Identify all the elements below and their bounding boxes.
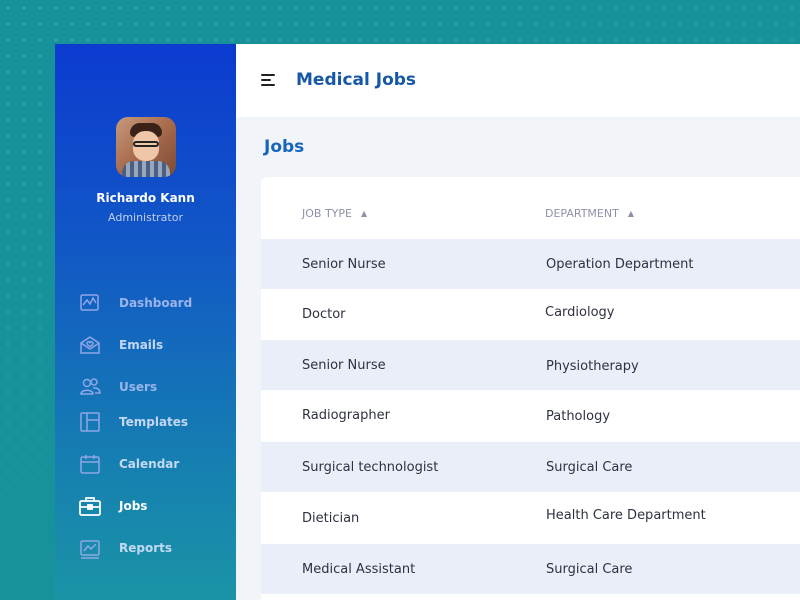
table-row[interactable]: Senior Nurse Physiotherapy bbox=[261, 340, 800, 390]
sort-ascending-icon: ▲ bbox=[360, 209, 368, 218]
reports-icon bbox=[79, 537, 101, 559]
user-name: Richardo Kann bbox=[96, 191, 195, 205]
sidebar-item-reports[interactable]: Reports bbox=[79, 536, 229, 560]
job-type-cell: Radiographer bbox=[302, 407, 390, 423]
email-icon bbox=[79, 334, 101, 356]
app-title: Medical Jobs bbox=[296, 70, 417, 90]
job-type-cell: Doctor bbox=[302, 306, 346, 322]
job-type-cell: Medical Assistant bbox=[302, 561, 416, 577]
table-row[interactable]: Radiographer Pathology bbox=[261, 391, 800, 441]
table-row[interactable]: Dietician Health Care Department bbox=[261, 493, 800, 543]
department-cell: Cardiology bbox=[545, 304, 615, 320]
table-row[interactable]: Senior Nurse Operation Department bbox=[261, 239, 800, 289]
job-type-cell: Surgical technologist bbox=[302, 459, 439, 475]
sidebar-item-dashboard[interactable]: Dashboard bbox=[79, 291, 229, 315]
main-content: Jobs JOB TYPE ▲ DEPARTMENT ▲ Senior Nurs… bbox=[236, 117, 800, 600]
page-title: Jobs bbox=[264, 137, 305, 157]
department-cell: Health Care Department bbox=[546, 507, 706, 523]
jobs-table: JOB TYPE ▲ DEPARTMENT ▲ Senior Nurse Ope… bbox=[261, 177, 800, 600]
briefcase-icon bbox=[79, 495, 101, 517]
table-row[interactable]: Medical Assistant Surgical Care bbox=[261, 544, 800, 594]
sidebar-item-templates[interactable]: Templates bbox=[79, 410, 229, 434]
sidebar-item-label: Jobs bbox=[119, 499, 148, 513]
department-cell: Pathology bbox=[546, 408, 611, 424]
job-type-cell: Senior Nurse bbox=[302, 357, 386, 373]
sidebar-item-label: Reports bbox=[119, 541, 173, 555]
sidebar-item-label: Calendar bbox=[119, 457, 180, 471]
sidebar-item-label: Dashboard bbox=[119, 296, 193, 310]
column-header-department[interactable]: DEPARTMENT ▲ bbox=[545, 207, 634, 220]
sidebar-item-users[interactable]: Users bbox=[79, 375, 229, 399]
top-bar: Medical Jobs bbox=[236, 44, 800, 117]
department-cell: Surgical Care bbox=[546, 561, 633, 577]
job-type-cell: Dietician bbox=[302, 510, 360, 526]
avatar[interactable] bbox=[116, 117, 176, 177]
sort-ascending-icon: ▲ bbox=[627, 209, 634, 218]
users-icon bbox=[79, 376, 101, 398]
column-header-job-type[interactable]: JOB TYPE ▲ bbox=[302, 207, 368, 220]
calendar-icon bbox=[79, 453, 101, 475]
table-row[interactable]: Doctor Cardiology bbox=[261, 289, 800, 339]
job-type-cell: Senior Nurse bbox=[302, 256, 386, 272]
department-cell: Physiotherapy bbox=[546, 358, 639, 374]
sidebar-item-label: Templates bbox=[119, 415, 189, 429]
table-row[interactable]: Surgical technologist Surgical Care bbox=[261, 442, 800, 492]
sidebar-item-label: Emails bbox=[119, 338, 164, 352]
sidebar-item-label: Users bbox=[119, 380, 158, 394]
hamburger-menu-icon[interactable] bbox=[261, 74, 277, 88]
sidebar-item-jobs[interactable]: Jobs bbox=[79, 494, 229, 518]
department-cell: Operation Department bbox=[546, 256, 694, 272]
user-role: Administrator bbox=[108, 211, 183, 224]
department-cell: Surgical Care bbox=[546, 459, 633, 475]
templates-icon bbox=[79, 411, 101, 433]
dashboard-icon bbox=[79, 292, 101, 314]
sidebar-item-emails[interactable]: Emails bbox=[79, 333, 229, 357]
sidebar: Richardo Kann Administrator Dashboard Em… bbox=[55, 44, 236, 600]
sidebar-item-calendar[interactable]: Calendar bbox=[79, 452, 229, 476]
